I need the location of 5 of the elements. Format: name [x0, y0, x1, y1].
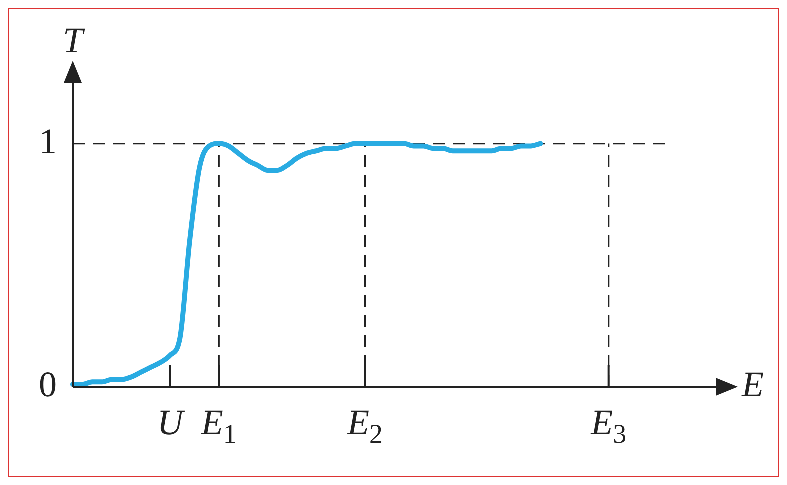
x-axis-title: E [741, 364, 764, 404]
x-tick-label: U [157, 402, 186, 442]
y-tick-label: 0 [39, 364, 57, 404]
y-axis-title: T [62, 20, 86, 60]
y-tick-label: 1 [39, 121, 57, 162]
